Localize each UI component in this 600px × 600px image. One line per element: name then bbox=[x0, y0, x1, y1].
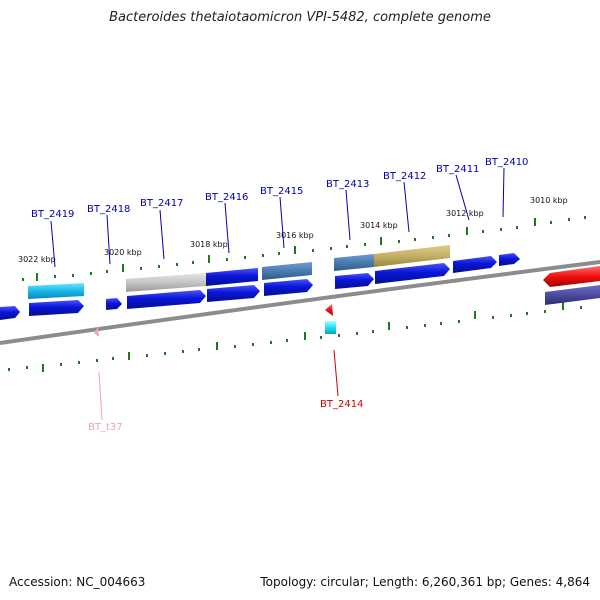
scale-label: 3012 kbp bbox=[446, 209, 484, 218]
outer-feature-row bbox=[28, 245, 600, 299]
gene-label[interactable]: BT_2414 bbox=[320, 399, 363, 410]
gene-feature[interactable] bbox=[28, 283, 84, 299]
scale-label: 3010 kbp bbox=[530, 196, 568, 205]
inner-scale-ticks bbox=[8, 302, 582, 372]
outer-scale-ticks bbox=[22, 216, 586, 281]
cds-arrow[interactable] bbox=[106, 298, 122, 310]
cds-arrow[interactable] bbox=[264, 279, 313, 296]
scale-label: 3018 kbp bbox=[190, 240, 228, 249]
label-leader-line bbox=[333, 349, 339, 397]
cds-arrow[interactable] bbox=[335, 273, 374, 289]
cds-arrow[interactable] bbox=[453, 256, 497, 273]
gene-label[interactable]: BT_t37 bbox=[88, 422, 123, 433]
gene-feature-cyan[interactable] bbox=[325, 321, 336, 334]
trna-feature[interactable] bbox=[94, 327, 99, 337]
cds-arrow[interactable] bbox=[499, 253, 520, 266]
gene-label[interactable]: BT_2418 bbox=[87, 204, 130, 215]
cds-feature-row bbox=[0, 253, 600, 320]
cds-arrow[interactable] bbox=[545, 285, 600, 305]
cds-arrow[interactable] bbox=[29, 300, 84, 316]
gene-label[interactable]: BT_2417 bbox=[140, 198, 183, 209]
scale-label: 3016 kbp bbox=[276, 231, 314, 240]
gene-feature[interactable] bbox=[543, 266, 600, 287]
cds-arrow[interactable] bbox=[375, 263, 450, 284]
scale-label: 3014 kbp bbox=[360, 221, 398, 230]
gene-label[interactable]: BT_2416 bbox=[205, 192, 248, 203]
gene-label[interactable]: BT_2419 bbox=[31, 209, 74, 220]
accession-text: Accession: NC_004663 bbox=[9, 575, 146, 589]
label-leader-lines bbox=[50, 167, 505, 268]
cds-arrow[interactable] bbox=[0, 306, 20, 320]
cds-arrow[interactable] bbox=[127, 290, 206, 309]
gene-feature[interactable] bbox=[126, 273, 206, 292]
label-leader-line bbox=[98, 371, 103, 421]
gene-label[interactable]: BT_2411 bbox=[436, 164, 479, 175]
map-title: Bacteroides thetaiotaomicron VPI-5482, c… bbox=[109, 10, 491, 25]
genome-summary-text: Topology: circular; Length: 6,260,361 bp… bbox=[260, 575, 590, 589]
scale-label: 3022 kbp bbox=[18, 255, 56, 264]
gene-feature[interactable] bbox=[334, 254, 374, 271]
gene-label[interactable]: BT_2410 bbox=[485, 157, 528, 168]
gene-label[interactable]: BT_2415 bbox=[260, 186, 303, 197]
gene-feature-red[interactable] bbox=[325, 304, 333, 316]
gene-label[interactable]: BT_2413 bbox=[326, 179, 369, 190]
gene-feature[interactable] bbox=[262, 262, 312, 280]
scale-label: 3020 kbp bbox=[104, 248, 142, 257]
cds-arrow[interactable] bbox=[207, 285, 260, 302]
gene-label[interactable]: BT_2412 bbox=[383, 171, 426, 182]
genome-backbone bbox=[0, 260, 600, 345]
gene-feature[interactable] bbox=[374, 245, 450, 267]
gene-feature[interactable] bbox=[206, 268, 258, 286]
